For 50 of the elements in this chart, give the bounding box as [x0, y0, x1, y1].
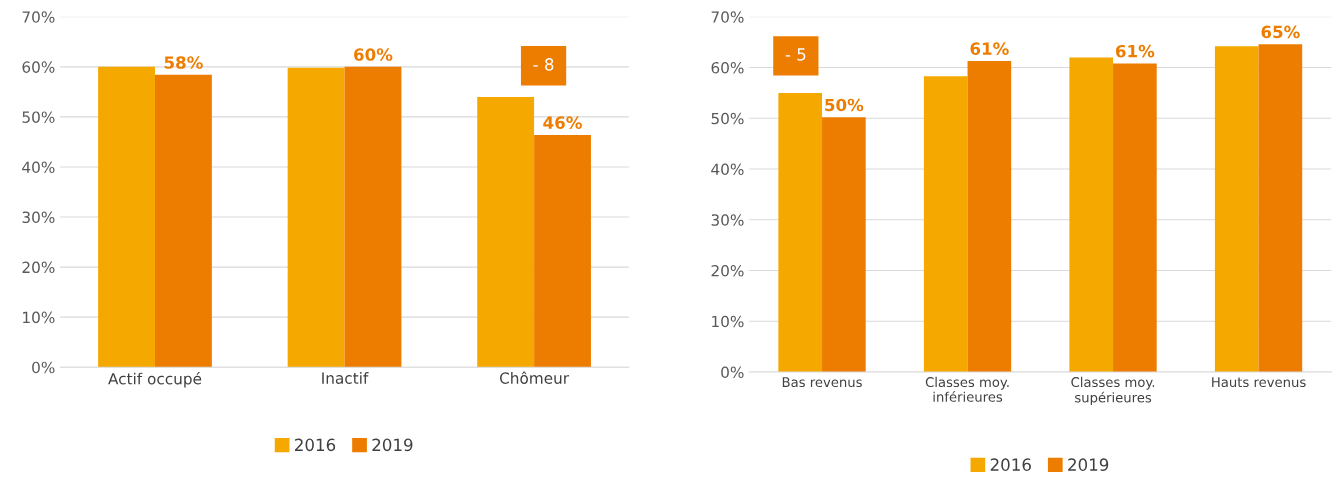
y-tick-label: 20% [711, 264, 744, 277]
bar [98, 66, 155, 368]
y-tick-label: 50% [22, 111, 55, 123]
bar [1113, 63, 1157, 372]
x-tick-label: Hauts revenus [1212, 377, 1306, 388]
bar [344, 66, 402, 368]
bar [534, 134, 591, 368]
data-label: 65% [1261, 25, 1300, 39]
y-tick-label: 60% [711, 62, 744, 74]
y-tick-label: 30% [22, 211, 55, 224]
y-tick-label: 30% [711, 214, 744, 226]
bar [923, 76, 968, 372]
data-label: 61% [1115, 44, 1155, 58]
data-label: 61% [970, 42, 1009, 55]
bar [1069, 57, 1114, 372]
y-tick-label: 10% [712, 315, 744, 328]
annotation: - 5 [785, 48, 806, 61]
y-tick-label: 70% [22, 11, 55, 23]
y-tick-label: 0% [721, 366, 744, 379]
data-label: 58% [164, 56, 203, 69]
bar [287, 67, 345, 368]
data-label: 60% [354, 48, 393, 61]
y-tick-label: 70% [711, 11, 744, 23]
x-tick-label: Classes moy. supérieures [1071, 376, 1155, 406]
x-tick-label: Actif occupé [108, 372, 202, 388]
y-tick-label: 40% [22, 161, 55, 173]
y-tick-label: 0% [32, 361, 55, 374]
y-tick-label: 50% [711, 112, 744, 125]
y-tick-label: 60% [22, 61, 55, 73]
bar [778, 92, 823, 372]
y-tick-label: 40% [711, 163, 744, 176]
bar [1258, 44, 1303, 372]
annotation: - 8 [533, 58, 554, 71]
x-tick-label: Bas revenus [782, 377, 862, 388]
legend-label: 2019 [372, 438, 413, 452]
bar [477, 96, 535, 368]
y-tick-label: 10% [23, 311, 55, 324]
legend-label: 2019 [1068, 458, 1109, 471]
x-tick-label: Chômeur [499, 371, 570, 384]
data-label: 46% [543, 116, 582, 129]
legend-label: 2016 [990, 458, 1031, 471]
bar [1214, 46, 1259, 372]
bar [154, 74, 212, 368]
bar [967, 60, 1012, 372]
x-tick-label: Classes moy. inférieures [925, 376, 1009, 402]
data-label: 50% [825, 98, 864, 112]
y-tick-label: 20% [22, 261, 55, 274]
x-tick-label: Inactif [322, 372, 369, 384]
legend-label: 2016 [295, 438, 336, 452]
bar [822, 117, 866, 372]
